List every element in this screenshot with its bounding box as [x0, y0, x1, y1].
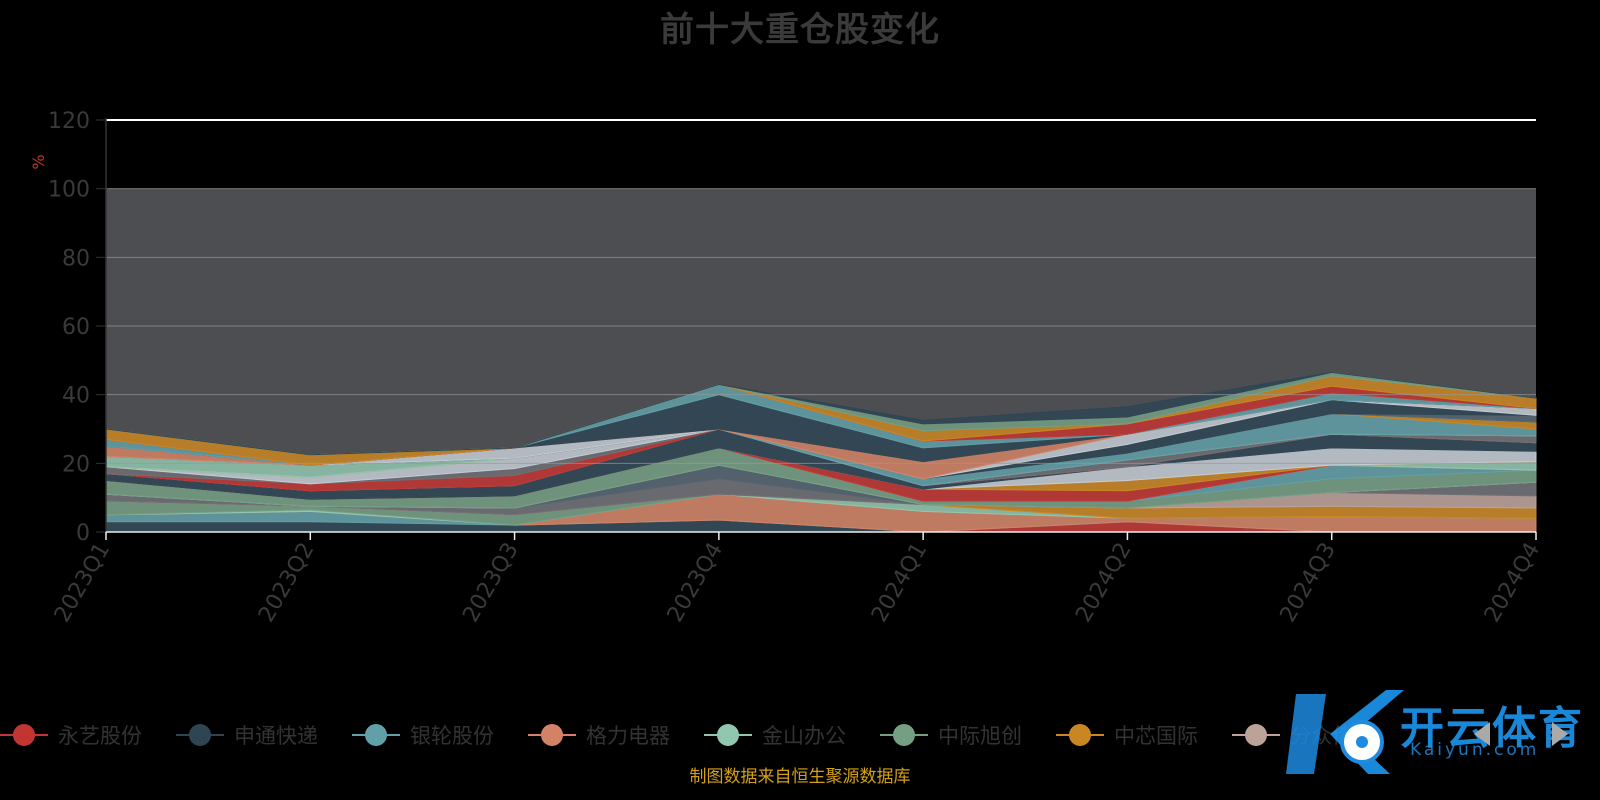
legend-item[interactable]: 格力电器 — [528, 718, 670, 752]
x-tick-label: 2023Q2 — [254, 539, 319, 627]
legend-item[interactable]: 中芯国际 — [1056, 718, 1198, 752]
legend-marker-icon — [1056, 723, 1104, 747]
legend-marker-icon — [528, 723, 576, 747]
legend-item[interactable]: 金山办公 — [704, 718, 846, 752]
x-tick-label: 2023Q1 — [50, 539, 115, 627]
source-note: 制图数据来自恒生聚源数据库 — [689, 767, 911, 787]
x-tick-label: 2024Q1 — [867, 539, 932, 627]
area-series-35 — [105, 371, 1537, 456]
legend-marker-icon — [1232, 723, 1280, 747]
y-tick-label: 0 — [76, 521, 90, 546]
legend-label: 申通快递 — [234, 724, 318, 748]
x-tick-label: 2023Q3 — [458, 539, 523, 627]
legend-label: 永艺股份 — [58, 724, 142, 748]
y-axis-label: % — [29, 154, 48, 169]
y-tick-label: 60 — [62, 315, 90, 340]
legend-item[interactable]: 申通快递 — [176, 718, 318, 752]
legend-label: 银轮股份 — [410, 724, 494, 748]
legend-marker-icon — [352, 723, 400, 747]
x-tick-label: 2024Q3 — [1276, 539, 1341, 627]
chart-title: 前十大重仓股变化 — [660, 10, 940, 50]
legend-marker-icon — [0, 723, 48, 747]
legend-item[interactable]: 中际旭创 — [880, 718, 1022, 752]
watermark-k-icon — [1286, 690, 1404, 774]
x-tick-label: 2024Q4 — [1480, 539, 1545, 627]
x-tick-label: 2024Q2 — [1071, 539, 1136, 627]
legend-label: 格力电器 — [586, 724, 670, 748]
legend-prev-page-icon[interactable] — [1474, 722, 1490, 746]
y-tick-label: 20 — [62, 452, 90, 477]
legend-next-page-icon[interactable] — [1552, 722, 1568, 746]
legend-label: 中际旭创 — [938, 724, 1022, 748]
legend-marker-icon — [176, 723, 224, 747]
y-tick-label: 80 — [62, 246, 90, 271]
x-tick-label: 2023Q4 — [663, 539, 728, 627]
legend-item[interactable]: 永艺股份 — [0, 718, 142, 752]
legend-marker-icon — [704, 723, 752, 747]
watermark-logo: 开云体育 Kaiyun.com — [1286, 684, 1586, 784]
y-tick-label: 100 — [48, 178, 90, 203]
legend-item[interactable]: 银轮股份 — [352, 718, 494, 752]
watermark-text: 开云体育 — [1400, 703, 1584, 754]
legend-marker-icon — [880, 723, 928, 747]
y-tick-label: 120 — [48, 109, 90, 134]
y-tick-label: 40 — [62, 384, 90, 409]
legend-label: 金山办公 — [762, 724, 846, 748]
legend-label: 中芯国际 — [1114, 724, 1198, 748]
watermark-subtext: Kaiyun.com — [1410, 740, 1540, 760]
